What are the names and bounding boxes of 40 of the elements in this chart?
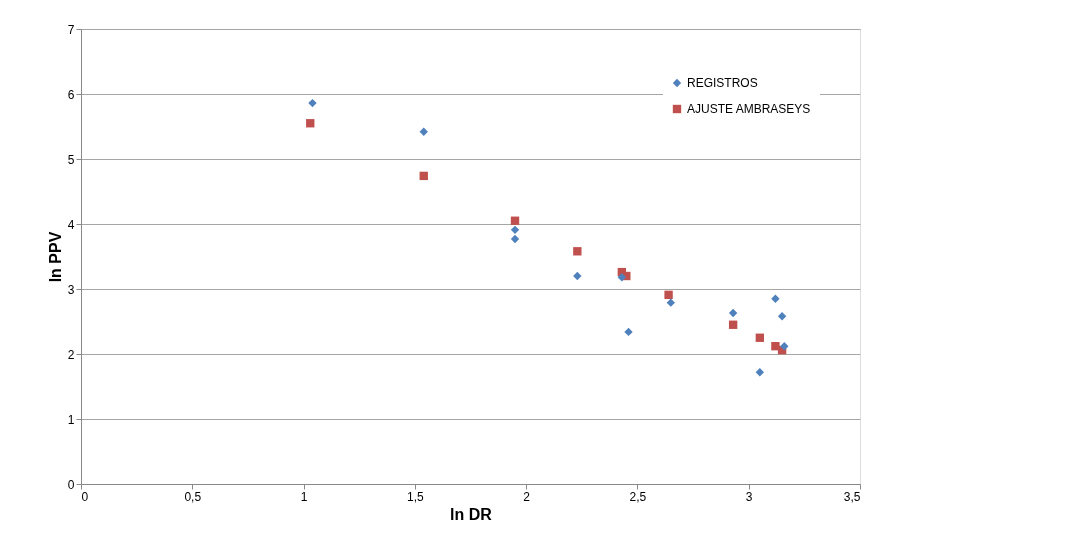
point [510,216,520,225]
point [510,225,520,235]
legend-label: REGISTROS [687,76,758,90]
x-tick-label: 2,5 [629,489,647,504]
point [308,98,317,108]
point [573,271,582,281]
point [419,127,428,136]
point [755,368,765,377]
point [780,342,789,351]
x-tick-label: 1,5 [407,489,425,504]
x-tick-label: 3 [745,489,753,504]
x-axis-title: ln DR [450,505,493,523]
y-tick-label: 7 [67,22,75,37]
point [728,308,738,318]
y-axis-title: ln PPV [46,231,64,283]
x-tick-label: 3,5 [843,489,861,504]
point [510,234,520,244]
y-tick-label: 0 [67,477,75,492]
point [771,294,780,303]
point [666,298,675,307]
y-tick-label: 3 [67,282,75,297]
y-tick-label: 2 [67,347,75,362]
legend-label: AJUSTE AMBRASEYS [687,102,811,116]
point [664,290,673,300]
y-tick-label: 1 [67,412,75,427]
x-tick-label: 1 [300,489,308,504]
point [777,312,787,321]
x-tick-label: 0,5 [184,489,202,504]
y-tick-label: 4 [67,217,75,232]
point [419,171,428,181]
point [573,247,582,256]
x-tick-label: 2 [523,489,531,504]
y-tick-label: 6 [67,87,75,102]
point [728,320,738,329]
point [755,333,765,342]
point [624,327,633,337]
y-tick-label: 5 [67,152,75,167]
x-tick-label: 0 [81,489,89,504]
point [617,273,627,282]
point [306,119,315,128]
